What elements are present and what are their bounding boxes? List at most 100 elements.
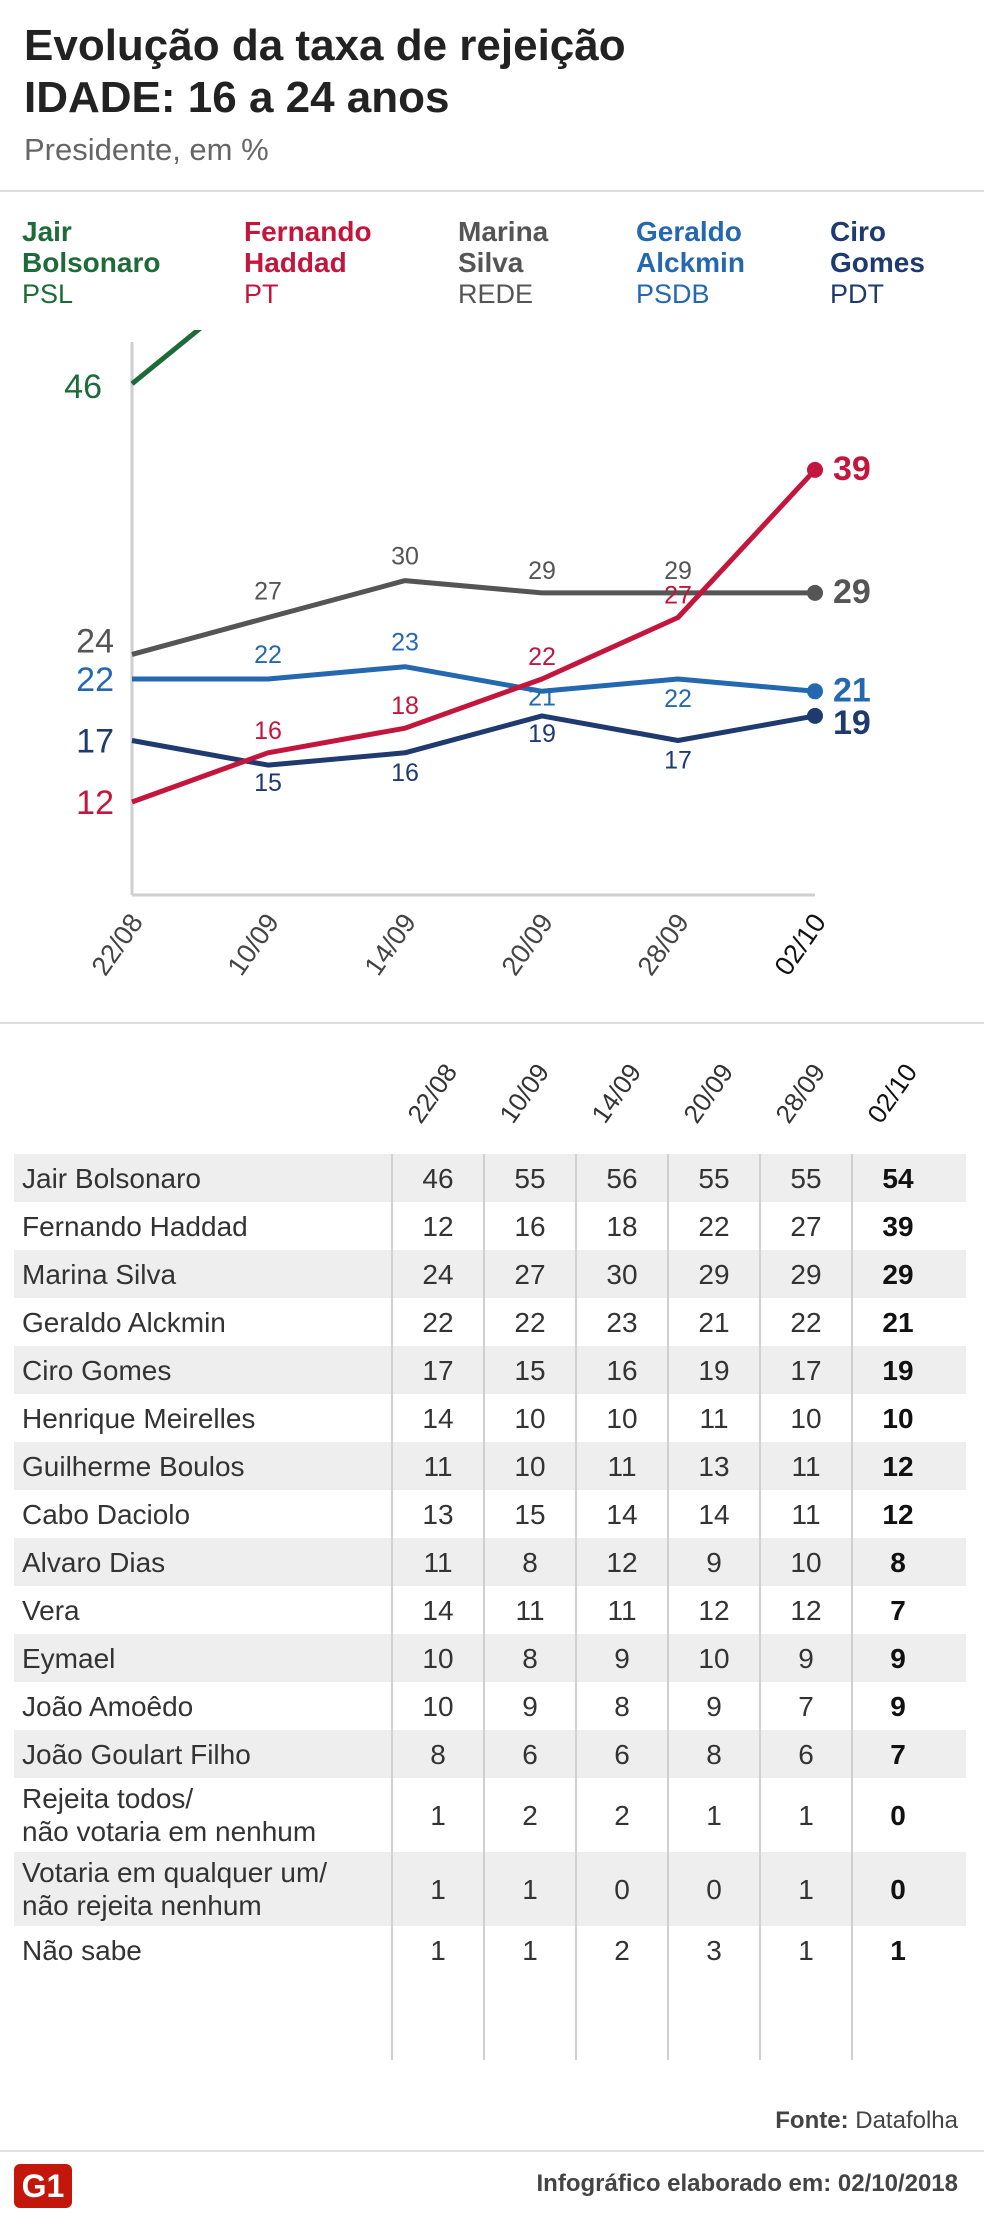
row-background [14, 1634, 966, 1682]
table-cell: 11 [607, 1594, 637, 1626]
row-background [14, 1346, 966, 1394]
table-cell: 14 [422, 1402, 454, 1434]
column-divider [759, 1154, 761, 2060]
table-cell: 8 [890, 1546, 906, 1578]
table-cell: 10 [790, 1546, 822, 1578]
line-chart: 4655565555542427302929292222232122211715… [64, 330, 871, 981]
table-cell: 1 [522, 1873, 538, 1905]
table-cell: 11 [791, 1498, 821, 1530]
column-divider [667, 1154, 669, 2060]
row-label: Alvaro Dias [22, 1546, 166, 1578]
table-cell: 23 [606, 1306, 638, 1338]
column-header: 22/08 [401, 1057, 464, 1129]
table-cell: 10 [422, 1642, 454, 1674]
legend-party: REDE [458, 279, 534, 309]
table-cell: 9 [798, 1642, 814, 1674]
table-cell: 22 [698, 1210, 730, 1242]
table-cell: 27 [790, 1210, 822, 1242]
series-line-3 [132, 664, 816, 694]
row-label: Vera [22, 1594, 80, 1626]
data-label: 22 [528, 643, 556, 671]
table-cell: 7 [890, 1738, 906, 1770]
source-note: Fonte: Datafolha [775, 2107, 958, 2134]
data-label: 17 [664, 747, 692, 775]
table-cell: 1 [430, 1934, 446, 1966]
page-title: Evolução da taxa de rejeição IDADE: 16 a… [24, 20, 964, 124]
table-cell: 12 [882, 1498, 914, 1530]
table-cell: 1 [522, 1934, 538, 1966]
table-cell: 19 [882, 1354, 914, 1386]
table-cell: 1 [798, 1934, 814, 1966]
table-cell: 14 [698, 1498, 730, 1530]
series-line-0 [130, 330, 203, 386]
table-cell: 30 [606, 1258, 638, 1290]
table-cell: 11 [515, 1594, 545, 1626]
table-cell: 0 [614, 1873, 630, 1905]
table-cell: 29 [790, 1258, 822, 1290]
data-label: 29 [528, 557, 556, 585]
row-label: Rejeita todos/não votaria em nenhum [22, 1783, 317, 1847]
legend-name: Ciro Gomes [830, 216, 925, 278]
data-label: 22 [664, 685, 692, 713]
legend-item-alckmin: Geraldo Alckmin PSDB [636, 216, 836, 310]
table-cell: 6 [522, 1738, 538, 1770]
table-cell: 10 [606, 1402, 638, 1434]
table-cell: 10 [882, 1402, 914, 1434]
x-tick-label: 14/09 [359, 908, 422, 981]
table-cell: 8 [430, 1738, 446, 1770]
row-label: Eymael [22, 1642, 116, 1674]
data-label: 27 [664, 582, 692, 610]
table-cell: 14 [606, 1498, 638, 1530]
data-label: 17 [76, 723, 114, 761]
table-cell: 1 [706, 1799, 722, 1831]
row-label: Cabo Daciolo [22, 1498, 191, 1530]
table-cell: 9 [890, 1642, 906, 1674]
table-cell: 19 [698, 1354, 730, 1386]
page-subtitle: Presidente, em % [24, 132, 269, 167]
table-cell: 12 [882, 1450, 914, 1482]
legend-name: Geraldo Alckmin [636, 216, 745, 278]
table-cell: 55 [698, 1162, 730, 1194]
table-cell: 0 [890, 1799, 906, 1831]
column-header: 20/09 [677, 1057, 740, 1129]
row-label: Henrique Meirelles [22, 1402, 256, 1434]
table-cell: 6 [798, 1738, 814, 1770]
table-cell: 13 [422, 1498, 454, 1530]
table-cell: 14 [422, 1594, 454, 1626]
table-cell: 17 [422, 1354, 454, 1386]
data-label: 29 [833, 573, 871, 611]
table-cell: 29 [698, 1258, 730, 1290]
header-divider [0, 190, 984, 192]
row-label: Marina Silva [22, 1258, 177, 1290]
table-cell: 21 [882, 1306, 914, 1338]
table-cell: 8 [706, 1738, 722, 1770]
data-label: 21 [833, 671, 871, 709]
column-divider [851, 1154, 853, 2060]
table-cell: 56 [606, 1162, 638, 1194]
data-label: 39 [833, 450, 871, 488]
table-cell: 55 [790, 1162, 822, 1194]
table-cell: 15 [514, 1354, 546, 1386]
x-tick-label: 20/09 [496, 908, 559, 981]
table-cell: 1 [798, 1873, 814, 1905]
table-cell: 16 [606, 1354, 638, 1386]
row-background [14, 1154, 966, 1202]
data-label: 19 [833, 704, 871, 742]
table-cell: 17 [790, 1354, 822, 1386]
table-cell: 55 [514, 1162, 546, 1194]
data-label: 15 [254, 769, 282, 797]
table-cell: 9 [706, 1690, 722, 1722]
table-cell: 22 [514, 1306, 546, 1338]
table-cell: 46 [422, 1162, 454, 1194]
table-cell: 16 [514, 1210, 546, 1242]
end-point-2 [807, 584, 823, 601]
data-label: 23 [391, 629, 419, 657]
row-label: Votaria em qualquer um/não rejeita nenhu… [22, 1857, 328, 1921]
table-cell: 9 [890, 1690, 906, 1722]
table-cell: 7 [798, 1690, 814, 1722]
table-cell: 24 [422, 1258, 454, 1290]
table-cell: 10 [514, 1450, 546, 1482]
table-cell: 10 [514, 1402, 546, 1434]
legend-item-marina: Marina Silva REDE [458, 216, 658, 310]
row-label: João Goulart Filho [22, 1738, 251, 1770]
